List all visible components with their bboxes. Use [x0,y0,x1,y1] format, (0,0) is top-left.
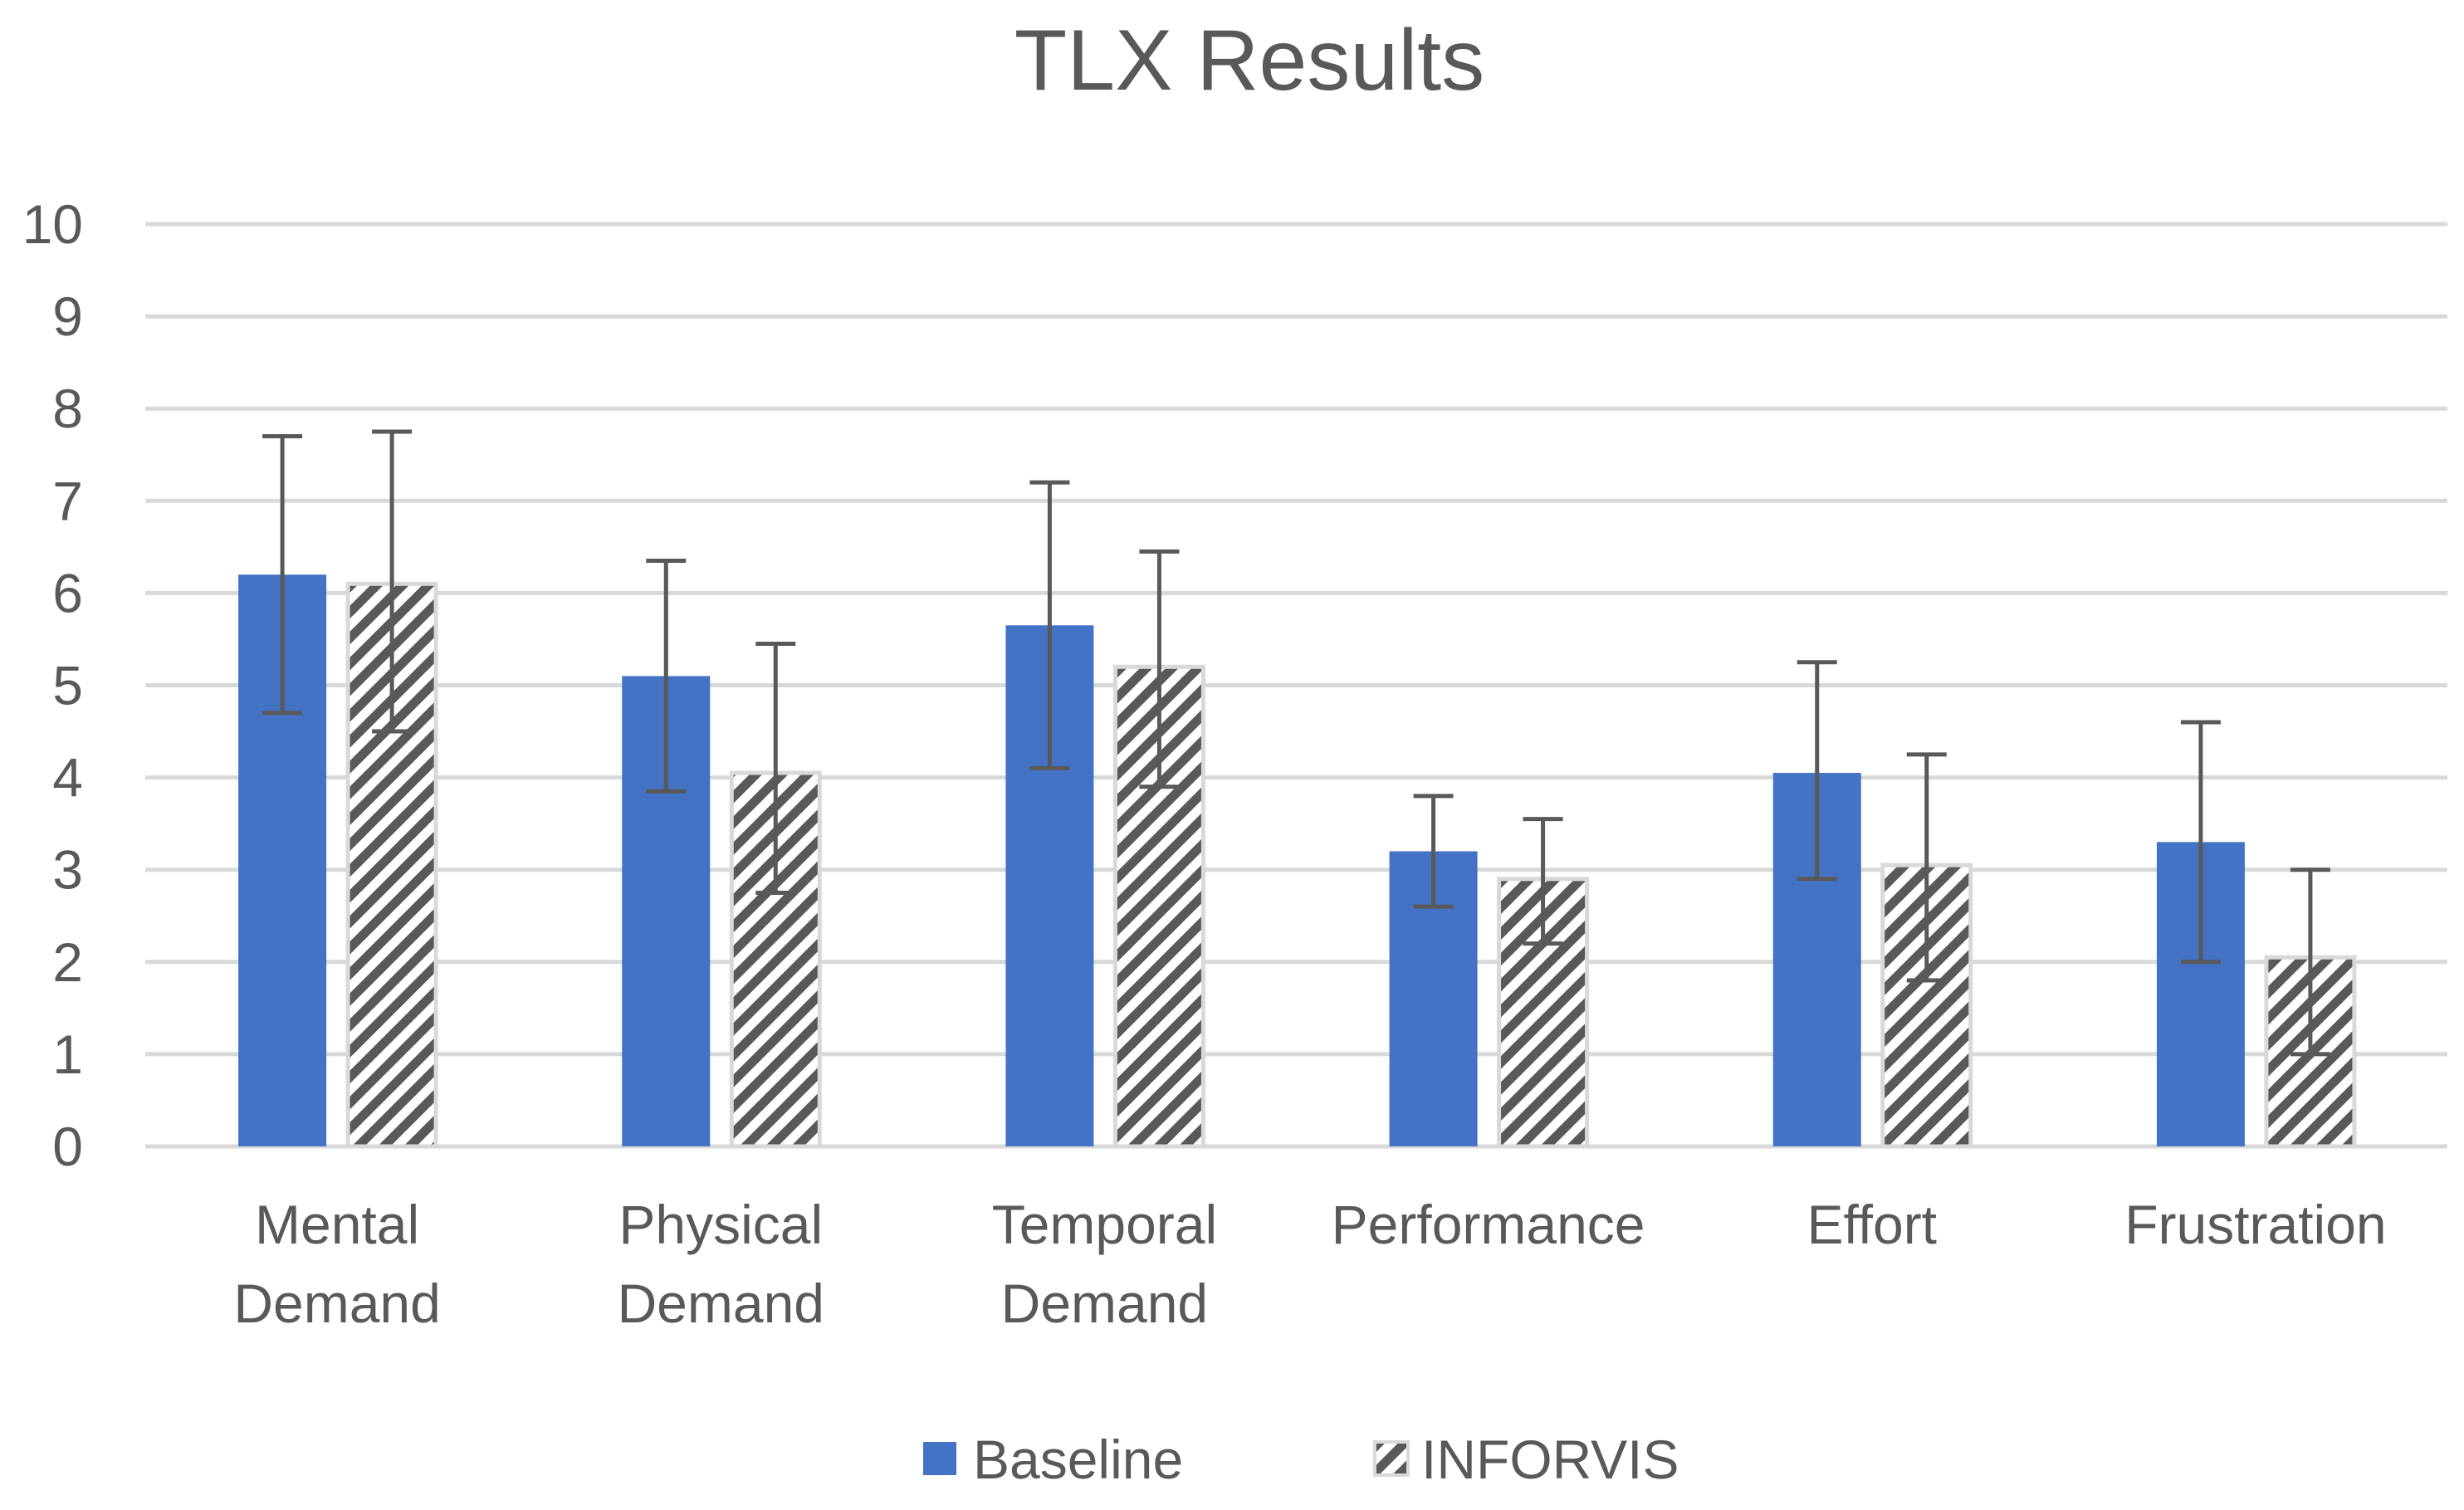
category-label-2: Temporal Demand [992,1194,1217,1334]
error-bar-baseline-5 [2180,720,2221,965]
error-bar-inforvis-2 [1139,549,1180,789]
category-label-5: Frustration [2124,1194,2386,1255]
y-tick-label: 5 [52,655,83,716]
category-label-line: Physical [618,1194,823,1255]
error-bars [262,429,2330,1057]
y-tick-label: 10 [22,193,83,255]
category-label-line: Demand [618,1273,824,1334]
error-bar-inforvis-1 [755,642,796,895]
y-axis-ticks: 0 1 2 3 4 5 6 7 8 9 10 [22,193,83,1177]
error-bar-baseline-4 [1797,660,1837,882]
category-label-line: Effort [1806,1194,1937,1255]
category-label-1: Physical Demand [618,1194,824,1334]
category-label-line: Performance [1332,1194,1645,1255]
y-tick-label: 3 [52,839,83,901]
gridlines [145,222,2447,1149]
chart-title: TLX Results [1014,12,1484,109]
category-label-line: Mental [255,1194,419,1255]
error-bar-baseline-2 [1029,480,1070,770]
y-tick-label: 7 [52,470,83,531]
error-bar-inforvis-0 [372,429,413,734]
category-label-line: Demand [1001,1273,1208,1334]
y-tick-label: 1 [52,1024,83,1085]
error-bar-inforvis-4 [1906,752,1947,983]
error-bar-baseline-1 [646,559,687,794]
legend-swatch-baseline [923,1442,956,1475]
category-label-line: Frustration [2124,1194,2386,1255]
legend-item-baseline: Baseline [923,1429,1183,1490]
y-tick-label: 8 [52,378,83,439]
y-tick-label: 6 [52,562,83,623]
error-bar-inforvis-5 [2290,867,2330,1057]
legend-label-baseline: Baseline [973,1429,1183,1490]
category-label-0: Mental Demand [233,1194,440,1334]
category-label-3: Performance [1332,1194,1645,1255]
error-bar-inforvis-3 [1523,817,1563,946]
legend-item-inforvis: INFORVIS [1373,1429,1679,1490]
category-label-4: Effort [1806,1194,1937,1255]
y-tick-label: 0 [52,1116,83,1177]
legend: Baseline INFORVIS [923,1429,1679,1490]
y-tick-label: 9 [52,286,83,347]
legend-swatch-inforvis [1373,1440,1410,1477]
category-label-line: Demand [233,1273,440,1334]
error-bar-baseline-3 [1413,794,1454,909]
y-tick-label: 4 [52,747,83,809]
error-bar-baseline-0 [262,434,303,716]
y-tick-label: 2 [52,931,83,993]
bars [238,574,2357,1149]
legend-label-inforvis: INFORVIS [1421,1429,1679,1490]
x-axis-categories: Mental Demand Physical Demand Temporal Demand… [233,1194,2386,1334]
category-label-line: Temporal [992,1194,1217,1255]
